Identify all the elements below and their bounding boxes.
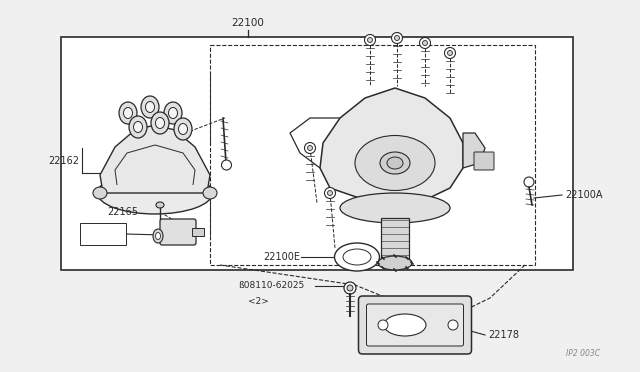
Ellipse shape [151,112,169,134]
Ellipse shape [134,122,143,132]
Circle shape [344,282,356,294]
Bar [210,45,535,265]
Circle shape [328,190,333,196]
Ellipse shape [384,314,426,336]
Text: 22178: 22178 [488,330,519,340]
Circle shape [448,320,458,330]
Ellipse shape [203,187,217,199]
FancyBboxPatch shape [160,219,196,245]
Ellipse shape [380,152,410,174]
Ellipse shape [119,102,137,124]
Text: <2>: <2> [248,298,269,307]
Bar [381,218,409,263]
Ellipse shape [145,102,154,112]
Ellipse shape [378,256,412,270]
Ellipse shape [141,96,159,118]
Ellipse shape [93,187,107,199]
Circle shape [394,35,399,41]
Polygon shape [320,88,463,203]
Ellipse shape [168,108,177,119]
Text: ß08110-62025: ß08110-62025 [238,282,304,291]
Circle shape [419,38,431,48]
Circle shape [447,51,452,55]
FancyBboxPatch shape [367,304,463,346]
Circle shape [524,177,534,187]
Circle shape [422,41,428,45]
Ellipse shape [124,108,132,119]
Polygon shape [463,133,485,168]
Circle shape [392,32,403,44]
Ellipse shape [343,249,371,265]
Bar [80,223,126,245]
Ellipse shape [340,193,450,223]
Text: 22157: 22157 [88,229,118,239]
Ellipse shape [156,232,161,240]
Circle shape [378,320,388,330]
Ellipse shape [153,229,163,243]
Ellipse shape [164,102,182,124]
Circle shape [347,285,353,291]
Bar [192,228,204,236]
Circle shape [365,35,376,45]
Polygon shape [100,125,210,193]
Text: 22100: 22100 [232,18,264,28]
Circle shape [307,145,312,151]
Text: 22100A: 22100A [565,190,602,200]
Circle shape [445,48,456,58]
Text: 22162: 22162 [48,156,79,166]
FancyBboxPatch shape [474,152,494,170]
Circle shape [221,160,232,170]
FancyBboxPatch shape [358,296,472,354]
Ellipse shape [156,202,164,208]
Bar [61,37,573,270]
Ellipse shape [179,124,188,135]
Ellipse shape [156,118,164,128]
Circle shape [305,142,316,154]
Ellipse shape [355,135,435,190]
Text: 22165: 22165 [107,207,138,217]
Circle shape [324,187,335,199]
Circle shape [367,38,372,42]
Ellipse shape [174,118,192,140]
Text: IP2 003C: IP2 003C [566,349,600,358]
Text: 22100E: 22100E [263,252,300,262]
Ellipse shape [129,116,147,138]
Ellipse shape [387,157,403,169]
Ellipse shape [97,172,212,214]
Ellipse shape [335,243,380,271]
